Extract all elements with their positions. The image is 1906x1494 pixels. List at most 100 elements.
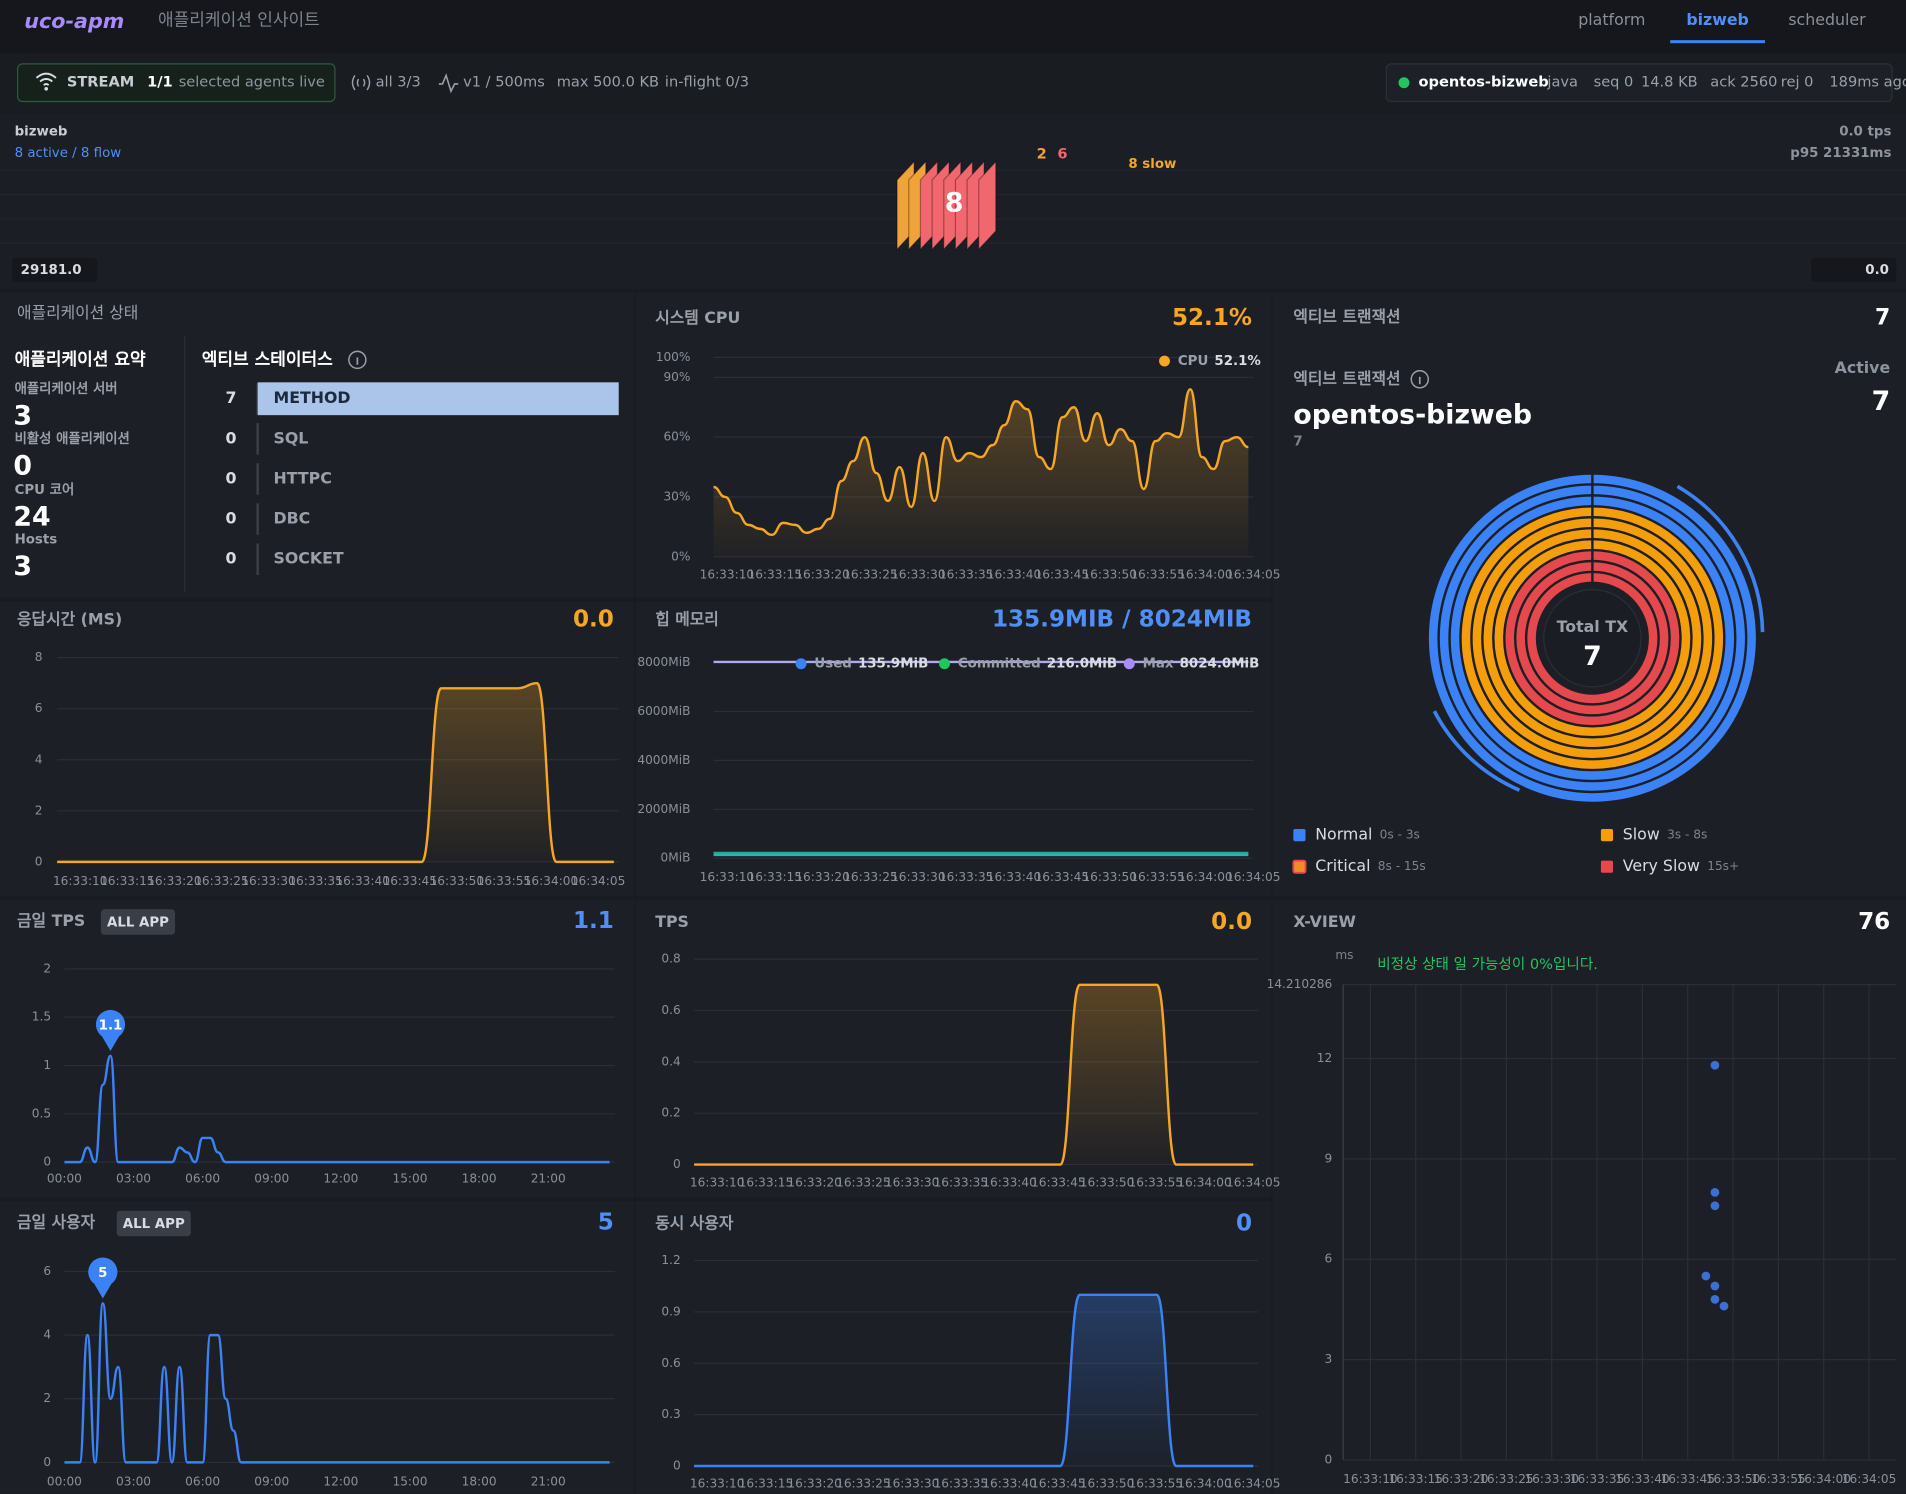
- y-tick-label: 0.6: [661, 1003, 680, 1017]
- x-tick-label: 16:33:10: [1343, 1472, 1398, 1486]
- badge[interactable]: [100, 909, 176, 935]
- label: seq 0: [1594, 74, 1634, 91]
- pulse-icon: [438, 73, 459, 94]
- area: [713, 389, 1249, 557]
- y-tick-label: 0: [43, 1455, 51, 1469]
- value-pill: [1811, 257, 1897, 283]
- x-tick-label: 16:33:15: [739, 1477, 794, 1491]
- x-tick-label: 16:33:45: [382, 874, 437, 888]
- status-label: METHOD: [274, 388, 351, 407]
- label: 엑티브 스테이터스: [202, 350, 333, 370]
- x-tick-label: 12:00: [323, 1172, 358, 1186]
- nav-tab[interactable]: platform: [1578, 10, 1645, 29]
- y-tick-label: 6: [43, 1264, 51, 1278]
- x-tick-label: 16:33:40: [982, 1175, 1037, 1189]
- label: Normal: [1315, 825, 1372, 844]
- info-icon: [1410, 370, 1430, 389]
- x-tick-label: 16:33:45: [1035, 870, 1090, 884]
- label: 8s - 15s: [1378, 859, 1426, 873]
- badge-label[interactable]: ALL APP: [107, 916, 169, 931]
- donut-outer-arc: [1432, 710, 1521, 792]
- panel: [635, 899, 1272, 1198]
- status-count: 0: [225, 549, 236, 568]
- x-tick-label: 00:00: [47, 1474, 82, 1488]
- x-tick-label: 16:34:05: [1226, 1175, 1281, 1189]
- label: java: [1546, 74, 1578, 91]
- peak-label: 1.1: [99, 1018, 123, 1033]
- label: 엑티브 트랜잭션: [1293, 307, 1400, 326]
- label: 0.0 tps: [1839, 124, 1891, 139]
- legend-swatch: [1292, 859, 1307, 874]
- line: [713, 388, 1249, 537]
- x-tick-label: 16:33:50: [1706, 1472, 1761, 1486]
- label: max 500.0 KB: [557, 74, 659, 91]
- x-tick-label: 16:33:20: [795, 567, 850, 581]
- x-tick-label: 16:34:00: [1177, 1477, 1232, 1491]
- app-subtitle: 애플리케이션 인사이트: [158, 11, 320, 31]
- nav-tab[interactable]: scheduler: [1788, 10, 1866, 29]
- label: 189ms ago: [1829, 74, 1906, 91]
- label: Slow: [1623, 825, 1660, 844]
- stream-box: [17, 63, 336, 103]
- x-tick-label: 21:00: [531, 1474, 566, 1488]
- badge-label[interactable]: ALL APP: [123, 1217, 185, 1232]
- y-tick-label: 8: [35, 650, 43, 664]
- y-tick-label: 0: [673, 1459, 681, 1473]
- x-tick-label: 16:33:15: [747, 870, 802, 884]
- legend-value: 52.1%: [1214, 354, 1260, 369]
- label: all 3/3: [376, 74, 421, 91]
- label: Total TX: [1557, 617, 1629, 636]
- axis-unit: ms: [1335, 948, 1353, 962]
- x-tick-label: 16:33:15: [100, 874, 155, 888]
- y-tick-label: 6: [35, 701, 43, 715]
- label: 7: [1583, 641, 1602, 672]
- x-tick-label: 16:33:20: [1434, 1472, 1489, 1486]
- x-tick-label: 16:33:25: [843, 870, 898, 884]
- legend-swatch: [1600, 829, 1614, 842]
- label: opentos-bizweb: [1293, 399, 1532, 430]
- x-tick-label: 16:34:00: [524, 874, 579, 888]
- legend-value: 135.9MiB: [858, 657, 928, 672]
- y-tick-label: 6: [1325, 1252, 1333, 1266]
- y-tick-label: 0.3: [661, 1407, 680, 1421]
- chart-headline: 0: [1236, 1211, 1252, 1237]
- x-tick-label: 16:33:30: [885, 1477, 940, 1491]
- label: Very Slow: [1623, 856, 1700, 875]
- legend-value: 216.0MiB: [1047, 657, 1117, 672]
- legend-dot: [1159, 355, 1170, 367]
- x-tick-label: 16:33:50: [1082, 870, 1137, 884]
- x-tick-label: 21:00: [531, 1172, 566, 1186]
- x-tick-label: 16:33:40: [987, 870, 1042, 884]
- info-icon: [348, 350, 367, 370]
- x-tick-label: 16:33:35: [934, 1477, 989, 1491]
- label: 0: [13, 450, 32, 481]
- legend-name: Committed: [958, 657, 1041, 672]
- scatter-point: [1719, 1301, 1729, 1311]
- nav-tab[interactable]: bizweb: [1686, 10, 1749, 29]
- line: [694, 1293, 1254, 1468]
- area: [57, 683, 614, 862]
- legend-swatch: [1293, 829, 1306, 842]
- x-tick-label: 16:33:30: [891, 567, 946, 581]
- label: 애플리케이션 서버: [15, 380, 118, 397]
- chart-headline: 1.1: [573, 908, 614, 934]
- label: 3: [13, 551, 32, 582]
- scatter-point: [1710, 1201, 1720, 1211]
- y-tick-label: 12: [1317, 1051, 1332, 1065]
- chart-title: 응답시간 (MS): [17, 609, 122, 628]
- y-tick-label: 2: [43, 961, 51, 975]
- x-tick-label: 16:33:25: [836, 1175, 891, 1189]
- x-tick-label: 16:33:30: [885, 1175, 940, 1189]
- x-tick-label: 16:34:05: [1842, 1472, 1897, 1486]
- status-count: 0: [225, 509, 236, 528]
- badge[interactable]: [116, 1210, 191, 1237]
- label: 3: [13, 400, 32, 431]
- label: in-flight 0/3: [665, 74, 749, 91]
- chart-headline: 0.0: [573, 606, 614, 632]
- chart-headline: 0.0: [1211, 909, 1252, 935]
- x-tick-label: 16:33:15: [747, 567, 802, 581]
- agent-status-dot: [1398, 77, 1410, 89]
- chart-headline: 52.1%: [1172, 305, 1252, 331]
- status-label: SQL: [274, 428, 309, 447]
- x-tick-label: 16:33:40: [335, 874, 390, 888]
